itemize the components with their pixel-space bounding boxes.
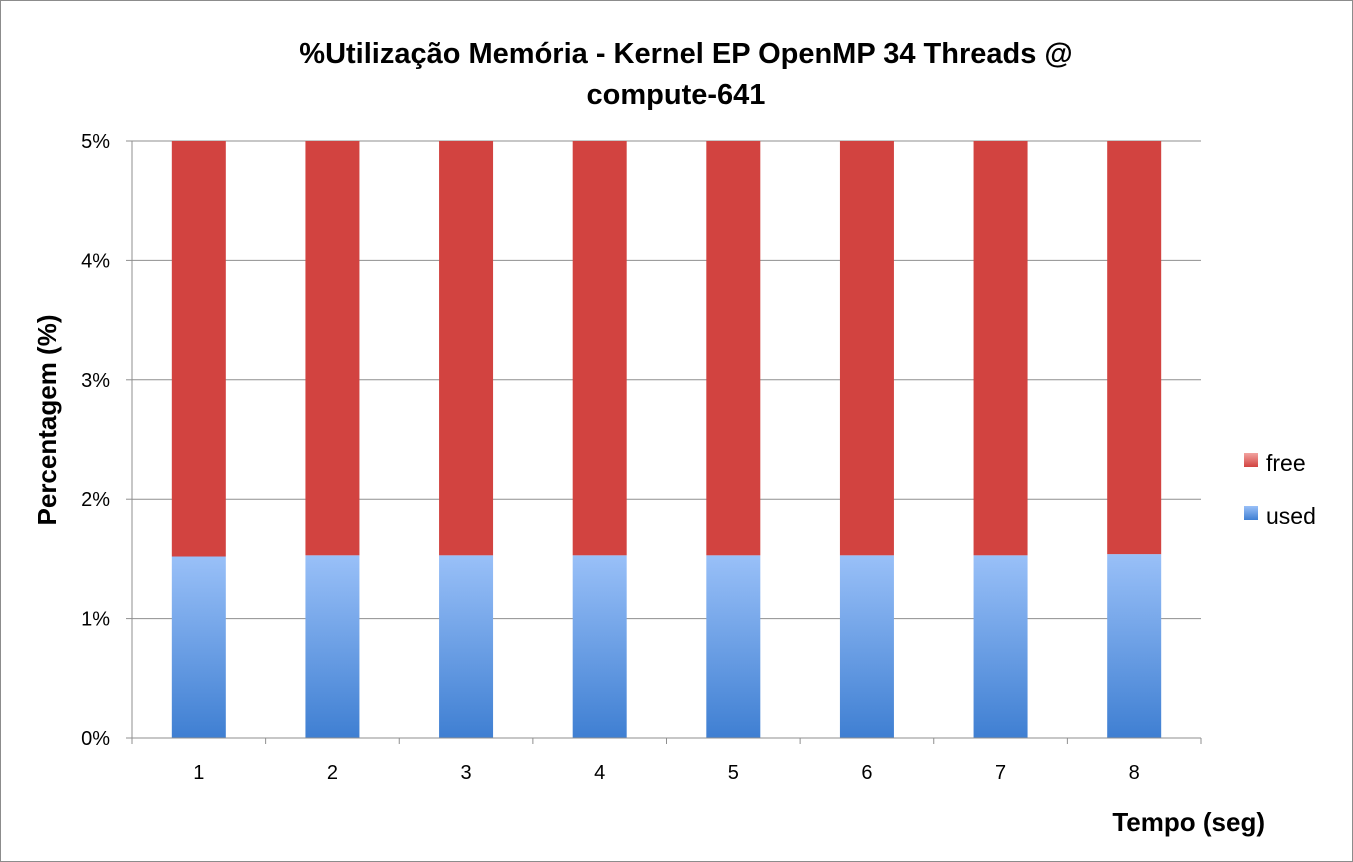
y-tick-label: 5% [81,131,110,153]
y-tick-label: 4% [81,250,110,272]
bar-used [839,555,894,738]
chart-title-line-1: %Utilização Memória - Kernel EP OpenMP 3… [299,38,1072,70]
x-tick-label: 3 [461,762,472,784]
gridlines [132,140,1201,620]
bar-used [572,555,627,738]
bar-free [305,141,360,556]
x-tick-label: 6 [861,762,872,784]
bar-used [439,555,494,738]
x-tick-label: 5 [728,762,739,784]
x-tick-label: 4 [594,762,605,784]
x-tick-label: 7 [995,762,1006,784]
bar-free [1107,141,1162,555]
legend-swatch [1244,506,1258,520]
bars [171,141,1162,738]
legend-label: free [1266,450,1306,476]
y-tick-labels: 0% 1% 2% 3% 4% 5% [81,131,110,750]
x-tick-label: 2 [327,762,338,784]
bar-used [305,555,360,738]
bar-free [706,141,761,556]
x-axis-title: Tempo (seg) [1112,807,1265,837]
bar-free [839,141,894,556]
bar-used [1107,554,1162,738]
axes [126,140,1202,744]
legend-label: used [1266,503,1316,529]
y-tick-label: 0% [81,728,110,750]
bar-free [572,141,627,556]
x-tick-label: 8 [1129,762,1140,784]
chart-title-line-2: compute-641 [587,79,766,111]
y-tick-label: 2% [81,489,110,511]
y-axis-title: Percentagem (%) [32,315,62,526]
x-tick-label: 1 [193,762,204,784]
bar-free [439,141,494,556]
bar-free [171,141,226,557]
legend-swatch [1244,453,1258,467]
bar-used [973,555,1028,738]
bar-used [706,555,761,738]
y-tick-label: 3% [81,370,110,392]
legend: free used [1244,450,1316,529]
bar-used [171,556,226,738]
x-tick-labels: 1 2 3 4 5 6 7 8 [193,762,1140,784]
bar-free [973,141,1028,556]
y-tick-label: 1% [81,609,110,631]
